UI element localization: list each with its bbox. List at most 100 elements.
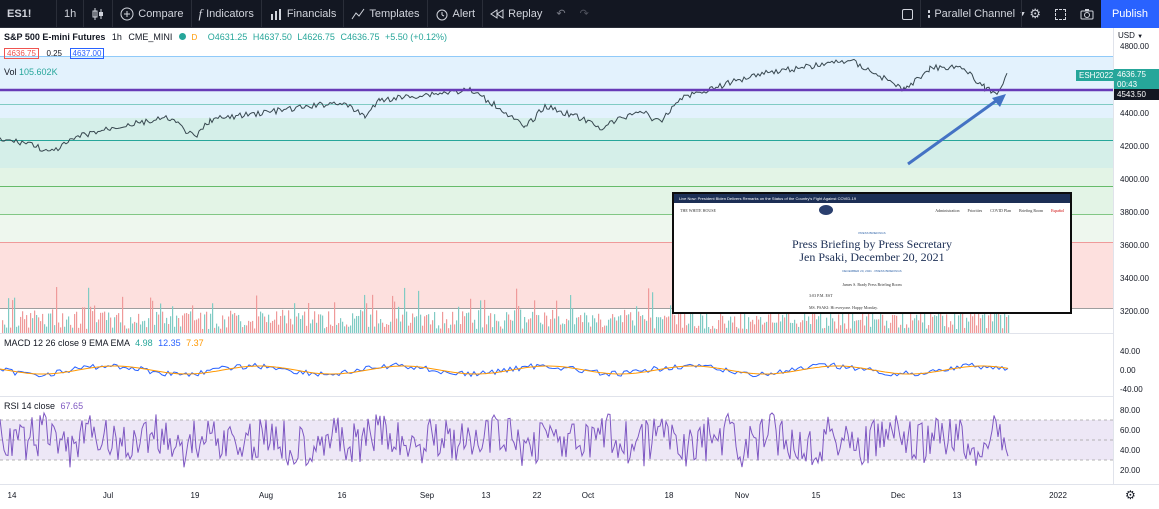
volume-bar (198, 318, 200, 333)
volume-bar (1000, 314, 1002, 333)
fullscreen-button[interactable] (1048, 0, 1073, 28)
layout-button[interactable] (895, 0, 920, 28)
macd-line (0, 362, 1009, 378)
templates-button[interactable]: Templates (344, 0, 426, 28)
volume-bar (540, 322, 542, 333)
volume-bar (672, 296, 674, 333)
publish-button[interactable]: Publish (1101, 0, 1159, 28)
volume-bar (590, 326, 592, 333)
volume-bar (202, 328, 204, 333)
bid-price[interactable]: 4636.75 (4, 48, 39, 59)
volume-bar (412, 313, 414, 333)
volume-bar (824, 327, 826, 333)
volume-bar (922, 322, 924, 333)
volume-bar (550, 319, 552, 333)
volume-bar (912, 320, 914, 333)
volume-bar (134, 321, 136, 333)
legend-title[interactable]: S&P 500 E-mini Futures (4, 32, 106, 42)
ask-price[interactable]: 4637.00 (69, 48, 105, 59)
volume-bar (160, 303, 162, 333)
redo-button[interactable]: ↷ (573, 0, 596, 28)
chart-area[interactable]: S&P 500 E-mini Futures 1h CME_MINI D O46… (0, 28, 1113, 484)
volume-bar (338, 323, 340, 333)
volume-bar (852, 303, 854, 333)
volume-bar (180, 326, 182, 333)
whitehouse-seal-icon (818, 205, 833, 215)
volume-bar (228, 316, 230, 333)
volume-bar (652, 292, 654, 333)
replay-button[interactable]: Replay (483, 0, 549, 28)
volume-bar (492, 327, 494, 333)
volume-bar (548, 326, 550, 333)
volume-bar (966, 317, 968, 333)
time-tick: Aug (258, 491, 274, 500)
indicators-button[interactable]: f Indicators (192, 0, 261, 28)
volume-bar (448, 328, 450, 333)
volume-value: 105.602K (19, 67, 58, 77)
alert-button[interactable]: Alert (428, 0, 483, 28)
volume-bar (8, 298, 10, 333)
volume-bar (408, 325, 410, 333)
volume-bar (140, 324, 142, 333)
volume-bar (12, 300, 14, 333)
volume-bar (942, 315, 944, 333)
volume-bar (632, 320, 634, 333)
volume-bar (792, 323, 794, 333)
embedded-image-whitehouse[interactable]: Live Now: President Biden Delivers Remar… (672, 192, 1072, 314)
volume-bar (628, 314, 630, 333)
volume-bar (828, 325, 830, 333)
volume-bar (204, 314, 206, 333)
volume-bar (214, 327, 216, 333)
symbol-search-button[interactable]: ES1! (0, 0, 56, 28)
pane-separator[interactable] (0, 333, 1113, 334)
undo-button[interactable]: ↶ (549, 0, 572, 28)
volume-bar (340, 318, 342, 333)
volume-bar (144, 320, 146, 333)
volume-bar (466, 313, 468, 333)
time-tick: 13 (952, 491, 962, 500)
volume-bar (174, 326, 176, 333)
volume-bar (114, 317, 116, 333)
price-axis[interactable]: USD ▼ 4800.00 4400.00 4200.00 4000.00 38… (1113, 28, 1159, 484)
volume-bar (732, 322, 734, 333)
volume-bar (154, 324, 156, 333)
volume-bar (1006, 317, 1008, 333)
volume-bar (586, 315, 588, 333)
volume-bar (656, 316, 658, 333)
chart-type-button[interactable] (84, 0, 112, 28)
volume-bar (320, 314, 322, 333)
volume-bar (602, 327, 604, 333)
volume-bar (840, 325, 842, 333)
currency-selector[interactable]: USD ▼ (1118, 31, 1143, 40)
volume-bar (510, 319, 512, 333)
pane-separator[interactable] (0, 396, 1113, 397)
embed-title-line: Jen Psaki, December 20, 2021 (799, 250, 945, 264)
volume-bar (136, 322, 138, 333)
volume-bar (784, 317, 786, 333)
price-tick: 3200.00 (1120, 307, 1149, 316)
volume-bar (788, 307, 790, 333)
volume-bar (900, 324, 902, 333)
last-price-tag: 4636.75 00:43 (1114, 69, 1159, 91)
snapshot-button[interactable] (1073, 0, 1101, 28)
volume-bar (70, 324, 72, 333)
undo-icon: ↶ (556, 8, 566, 20)
annotation-arrow[interactable] (907, 96, 1001, 166)
financials-button[interactable]: Financials (262, 0, 344, 28)
axis-settings-button[interactable]: ⚙ (1125, 488, 1136, 502)
macd-tick: -40.00 (1120, 385, 1143, 394)
volume-bar (890, 322, 892, 333)
volume-bar (464, 316, 466, 333)
interval-button[interactable]: 1h (57, 0, 83, 28)
compare-button[interactable]: Compare (113, 0, 190, 28)
templates-icon (351, 8, 365, 19)
drawing-tool-selector[interactable]: Parallel Channel ▼ (921, 0, 1026, 28)
volume-bar (404, 287, 406, 333)
volume-bar (766, 321, 768, 333)
volume-bar (836, 328, 838, 333)
volume-bar (98, 319, 100, 333)
settings-button[interactable]: ⚙ (1022, 0, 1048, 28)
volume-bar (654, 328, 656, 333)
time-axis[interactable]: 14 Jul 19 Aug 16 Sep 13 22 Oct 18 Nov 15… (0, 484, 1159, 509)
